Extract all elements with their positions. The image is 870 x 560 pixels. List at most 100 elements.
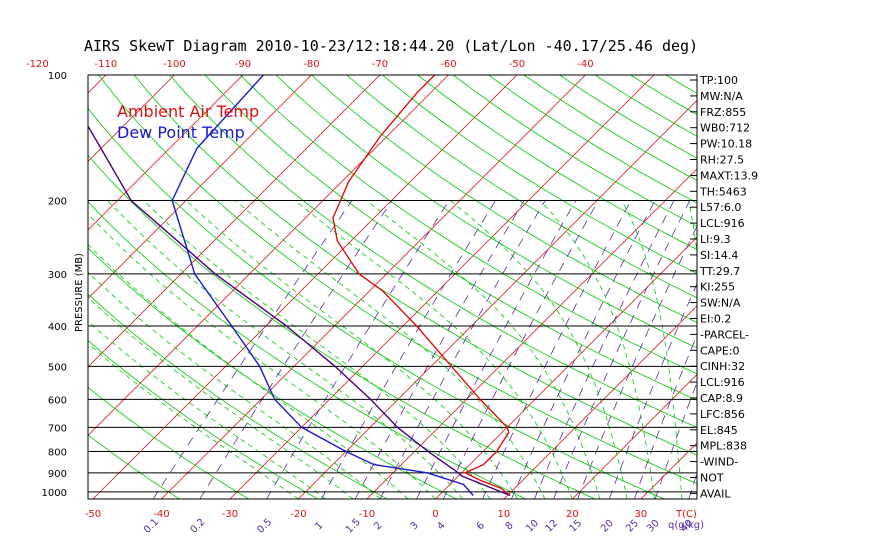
mixing-ratio-line xyxy=(442,200,599,499)
stability-index: TT:29.7 xyxy=(699,265,740,278)
mixing-ratio-tick-label: 25 xyxy=(624,518,641,535)
mixing-ratio-line xyxy=(553,200,691,499)
stability-index: RH:27.5 xyxy=(700,154,744,167)
mixing-ratio-line xyxy=(534,200,675,499)
isotherm xyxy=(298,99,697,499)
isotherm xyxy=(88,75,449,436)
mixing-ratio-tick-label: 0.5 xyxy=(255,517,274,536)
stability-index: KI:255 xyxy=(700,281,735,294)
temp-tick-label-bottom: -30 xyxy=(222,509,238,520)
stability-index: SI:14.4 xyxy=(700,249,738,262)
isotherm xyxy=(572,373,697,499)
stability-index: LCL:916 xyxy=(700,376,745,389)
mixing-ratio-line xyxy=(634,334,697,499)
temp-tick-label-bottom: -40 xyxy=(153,509,169,520)
pressure-tick-label: 1000 xyxy=(42,488,67,499)
isotherm xyxy=(0,75,37,499)
moist-adiabat xyxy=(88,213,436,499)
stability-indices: TP:100 MW:N/A FRZ:855 WB0:712 PW:10.18 RH:27.… xyxy=(690,74,758,500)
mixing-ratio-line xyxy=(416,200,577,499)
mixing-ratio-line xyxy=(608,283,697,499)
temp-tick-label-top: -70 xyxy=(372,59,388,70)
stability-index: SW:N/A xyxy=(700,297,741,310)
isotherm xyxy=(229,75,655,499)
legend-ambient-air-temp: Ambient Air Temp xyxy=(117,102,259,121)
stability-index: -PARCEL- xyxy=(700,328,749,341)
mixing-ratio-tick-label: 12 xyxy=(543,518,560,535)
mixing-ratio-tick-label: 0.2 xyxy=(189,517,208,536)
moist-adiabat xyxy=(539,200,655,499)
dry-adiabat xyxy=(382,75,697,274)
mixing-ratio-tick-label: 4 xyxy=(435,520,447,532)
moist-adiabat xyxy=(88,271,381,499)
stability-index: CAPE:0 xyxy=(700,344,740,357)
stability-index: WB0:712 xyxy=(700,122,750,135)
mixing-ratio-tick-label: 30 xyxy=(645,518,662,535)
mixing-ratio-line xyxy=(320,200,496,499)
dry-adiabat xyxy=(240,75,697,375)
mixing-ratio-line xyxy=(354,200,525,499)
stability-index: -WIND- xyxy=(700,456,738,469)
pressure-tick-label: 400 xyxy=(48,322,67,333)
stability-index: LCL:916 xyxy=(700,217,745,230)
chart-title: AIRS SkewT Diagram 2010-10-23/12:18:44.2… xyxy=(84,37,698,55)
isotherm xyxy=(88,75,175,162)
temp-tick-label-top: -100 xyxy=(163,59,186,70)
isotherm xyxy=(161,75,586,499)
mixing-ratio-tick-label: 8 xyxy=(503,520,515,532)
isotherm xyxy=(88,75,312,299)
temp-tick-label-top: -40 xyxy=(577,59,593,70)
dry-adiabat xyxy=(808,75,870,499)
mixing-ratio-line xyxy=(654,381,697,499)
dry-adiabat xyxy=(417,75,697,250)
moist-adiabat xyxy=(235,200,546,499)
stability-index: EI:0.2 xyxy=(700,313,731,326)
isotherm xyxy=(92,75,518,499)
mixing-ratio-line xyxy=(482,200,632,499)
dry-adiabat xyxy=(88,154,596,499)
stability-index: LFC:856 xyxy=(700,408,745,421)
moist-adiabat xyxy=(450,200,628,499)
stability-index: LI:9.3 xyxy=(700,233,731,246)
dry-adiabat xyxy=(98,75,697,485)
mixing-ratio-tick-label: 15 xyxy=(567,518,584,535)
mixing-ratio-tick-label: 6 xyxy=(475,520,487,532)
moist-adiabat xyxy=(107,200,464,499)
pressure-tick-label: 100 xyxy=(48,71,67,82)
moist-adiabat xyxy=(621,200,683,499)
dry-adiabat xyxy=(169,75,697,428)
mixing-ratio-line xyxy=(152,200,353,499)
pressure-tick-label: 700 xyxy=(48,423,67,434)
mixing-ratio-tick-label: 1 xyxy=(313,520,325,532)
temp-tick-label-bottom: 10 xyxy=(498,509,511,520)
mixing-ratio-tick-label: 3 xyxy=(409,520,421,532)
dry-adiabat xyxy=(88,107,665,499)
legend: Ambient Air Temp Dew Point Temp xyxy=(117,102,259,142)
isotherm xyxy=(88,75,381,368)
stability-index: EL:845 xyxy=(700,424,738,437)
dry-adiabat xyxy=(88,201,526,499)
stability-index: MAXT:13.9 xyxy=(700,169,758,182)
dry-adiabat xyxy=(88,386,249,499)
dry-adiabat xyxy=(311,75,697,324)
stability-index: FRZ:855 xyxy=(700,106,746,119)
temp-tick-label-top: -110 xyxy=(95,59,118,70)
dry-adiabat xyxy=(346,75,697,299)
pressure-tick-label: 900 xyxy=(48,469,67,480)
background-lines xyxy=(0,75,870,499)
pressure-tick-label: 500 xyxy=(48,362,67,373)
temp-tick-label-bottom: 20 xyxy=(566,509,579,520)
pressure-tick-label: 800 xyxy=(48,447,67,458)
pressure-tick-label: 600 xyxy=(48,395,67,406)
stability-index: MW:N/A xyxy=(700,90,743,103)
stability-index: PW:10.18 xyxy=(700,138,752,151)
stability-index: MPL:838 xyxy=(700,440,747,453)
isotherm xyxy=(88,75,107,94)
mixing-ratio-line xyxy=(577,225,697,499)
temp-tick-label-bottom: -10 xyxy=(359,509,375,520)
profile-dew-point-temp xyxy=(171,75,474,496)
mixing-ratio-tick-label: 10 xyxy=(524,518,541,535)
dry-adiabat xyxy=(88,247,457,499)
